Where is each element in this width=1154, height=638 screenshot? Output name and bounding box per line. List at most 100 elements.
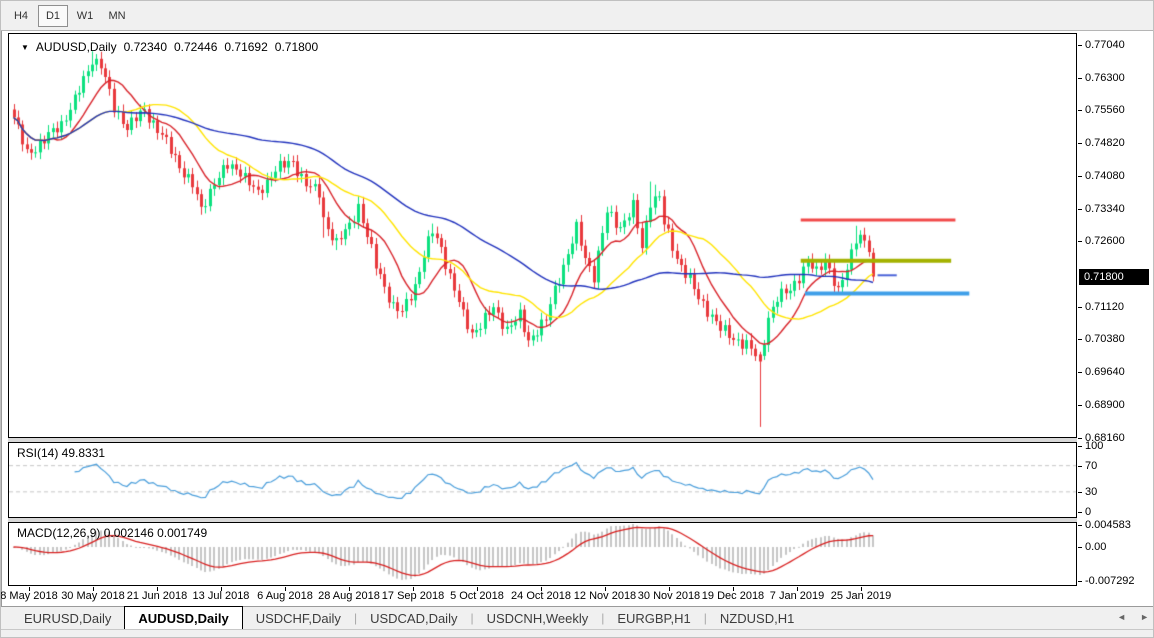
rsi-panel: RSI(14) 49.8331 — [8, 442, 1077, 518]
price-tick-mark — [1078, 437, 1082, 439]
price-scale[interactable]: 0.71800 0.77040 0.76300 0.75560 0.74820 0.74… — [1078, 31, 1153, 588]
rsi-tick-label: 30 — [1085, 485, 1098, 498]
price-tick-mark — [1078, 77, 1082, 79]
macd-tick-mark — [1078, 525, 1082, 527]
rsi-label: RSI(14) 49.8331 — [17, 446, 106, 460]
price-tick-label: 0.68160 — [1085, 431, 1125, 444]
macd-tick-label: -0.007292 — [1085, 575, 1135, 588]
main-chart-canvas[interactable] — [9, 34, 1076, 437]
tab-separator: | — [703, 611, 707, 625]
price-tick-label: 0.76300 — [1085, 71, 1125, 84]
tab-separator: | — [601, 611, 605, 625]
tab-separator: | — [470, 611, 474, 625]
tab-nzdusd-h1[interactable]: NZDUSD,H1 — [719, 610, 795, 626]
rsi-tick-label: 70 — [1085, 459, 1098, 472]
date-tick-mark — [93, 587, 94, 591]
price-tick-label: 0.68900 — [1085, 398, 1125, 411]
quote-high: 0.72446 — [174, 40, 218, 54]
date-tick-label: 7 Jan 2019 — [769, 590, 825, 602]
date-tick-mark — [29, 587, 30, 591]
timeframe-button-d1[interactable]: D1 — [38, 4, 68, 27]
date-tick-mark — [221, 587, 222, 591]
tab-usdcnh-weekly[interactable]: USDCNH,Weekly — [486, 610, 589, 626]
rsi-chart-canvas[interactable] — [9, 443, 1076, 517]
date-tick-label: 5 Oct 2018 — [450, 590, 504, 602]
main-price-panel: ▼ AUDUSD,Daily 0.72340 0.72446 0.71692 0… — [8, 33, 1077, 438]
timeframe-button-h4[interactable]: H4 — [13, 9, 29, 22]
date-tick-label: 24 Oct 2018 — [511, 590, 571, 602]
tab-usdcad-daily[interactable]: USDCAD,Daily — [370, 610, 458, 626]
date-tick-mark — [797, 587, 798, 591]
price-tick-mark — [1078, 339, 1082, 341]
status-strip — [1, 629, 1153, 637]
date-tick-label: 17 Sep 2018 — [381, 590, 445, 602]
date-tick-mark — [157, 587, 158, 591]
tab-separator: | — [353, 611, 358, 625]
rsi-tick-mark — [1078, 511, 1082, 513]
date-tick-label: 19 Dec 2018 — [701, 590, 765, 602]
tab-eurusd-daily[interactable]: EURUSD,Daily — [24, 610, 112, 626]
date-tick-mark — [285, 587, 286, 591]
rsi-tick-mark — [1078, 491, 1082, 493]
date-tick-mark — [413, 587, 414, 591]
macd-tick-label: 0.004583 — [1085, 519, 1131, 532]
quote-close: 0.71800 — [274, 40, 319, 54]
price-tick-label: 0.69640 — [1085, 366, 1125, 379]
price-tick-label: 0.71120 — [1085, 300, 1124, 313]
tab-usdchf-daily[interactable]: USDCHF,Daily — [255, 610, 341, 626]
price-tick-label: 0.74820 — [1085, 137, 1125, 150]
date-tick-label: 6 Aug 2018 — [257, 590, 313, 602]
price-tick-mark — [1078, 175, 1082, 177]
price-tick-mark — [1078, 306, 1082, 308]
price-tick-label: 0.74080 — [1085, 169, 1125, 182]
tab-eurgbp-h1[interactable]: EURGBP,H1 — [617, 610, 691, 626]
price-tick-mark — [1078, 372, 1082, 374]
rsi-tick-mark — [1078, 446, 1082, 447]
date-tick-label: 28 Aug 2018 — [318, 590, 380, 602]
date-tick-label: 21 Jun 2018 — [126, 590, 188, 602]
price-tick-label: 0.77040 — [1085, 38, 1125, 51]
panel-divider-main-rsi[interactable] — [8, 438, 1077, 442]
chart-dropdown-icon[interactable]: ▼ — [21, 42, 29, 52]
macd-panel: MACD(12,26,9) 0.002146 0.001749 — [8, 522, 1077, 586]
date-axis[interactable]: 8 May 2018 30 May 2018 21 Jun 2018 13 Jul 2… — [1, 587, 1153, 606]
price-tick-mark — [1078, 241, 1082, 243]
macd-tick-label: 0.00 — [1085, 541, 1107, 553]
price-tick-label: 0.72600 — [1085, 235, 1125, 248]
quote-open: 0.72340 — [123, 40, 167, 54]
price-tick-label: 0.75560 — [1085, 104, 1125, 117]
timeframe-toolbar: H4 D1 W1 MN — [1, 1, 1153, 31]
chart-title: ▼ AUDUSD,Daily 0.72340 0.72446 0.71692 0… — [21, 40, 318, 54]
macd-chart-canvas[interactable] — [9, 523, 1076, 585]
date-tick-mark — [605, 587, 606, 591]
chart-symbol-label: AUDUSD,Daily — [35, 40, 117, 54]
date-tick-mark — [669, 587, 670, 591]
date-tick-mark — [861, 587, 862, 591]
date-tick-label: 30 Nov 2018 — [637, 590, 701, 602]
tab-scroll-right-icon[interactable]: ► — [1140, 612, 1149, 622]
current-price-badge: 0.71800 — [1079, 268, 1149, 285]
rsi-tick-label: 0 — [1085, 505, 1092, 518]
tab-scroll-left-icon[interactable]: ◄ — [1117, 612, 1127, 622]
panel-divider-rsi-macd[interactable] — [8, 518, 1077, 522]
date-tick-mark — [477, 587, 478, 591]
date-tick-mark — [733, 587, 734, 591]
date-tick-label: 25 Jan 2019 — [830, 590, 892, 602]
tab-scroll-buttons: ◄ ► — [1117, 612, 1149, 622]
price-tick-mark — [1078, 208, 1082, 210]
date-tick-label: 13 Jul 2018 — [192, 590, 250, 602]
price-tick-mark — [1078, 44, 1082, 46]
date-tick-label: 30 May 2018 — [61, 590, 125, 602]
timeframe-button-mn[interactable]: MN — [108, 9, 126, 22]
price-tick-label: 0.73340 — [1085, 202, 1125, 215]
macd-tick-mark — [1078, 581, 1082, 583]
rsi-tick-label: 100 — [1085, 440, 1104, 452]
macd-tick-mark — [1078, 547, 1082, 548]
timeframe-button-w1[interactable]: W1 — [76, 9, 94, 22]
price-tick-mark — [1078, 110, 1082, 112]
date-tick-label: 8 May 2018 — [0, 590, 58, 602]
tab-audusd-daily[interactable]: AUDUSD,Daily — [124, 606, 243, 629]
date-tick-label: 12 Nov 2018 — [573, 590, 637, 602]
quote-low: 0.71692 — [224, 40, 268, 54]
